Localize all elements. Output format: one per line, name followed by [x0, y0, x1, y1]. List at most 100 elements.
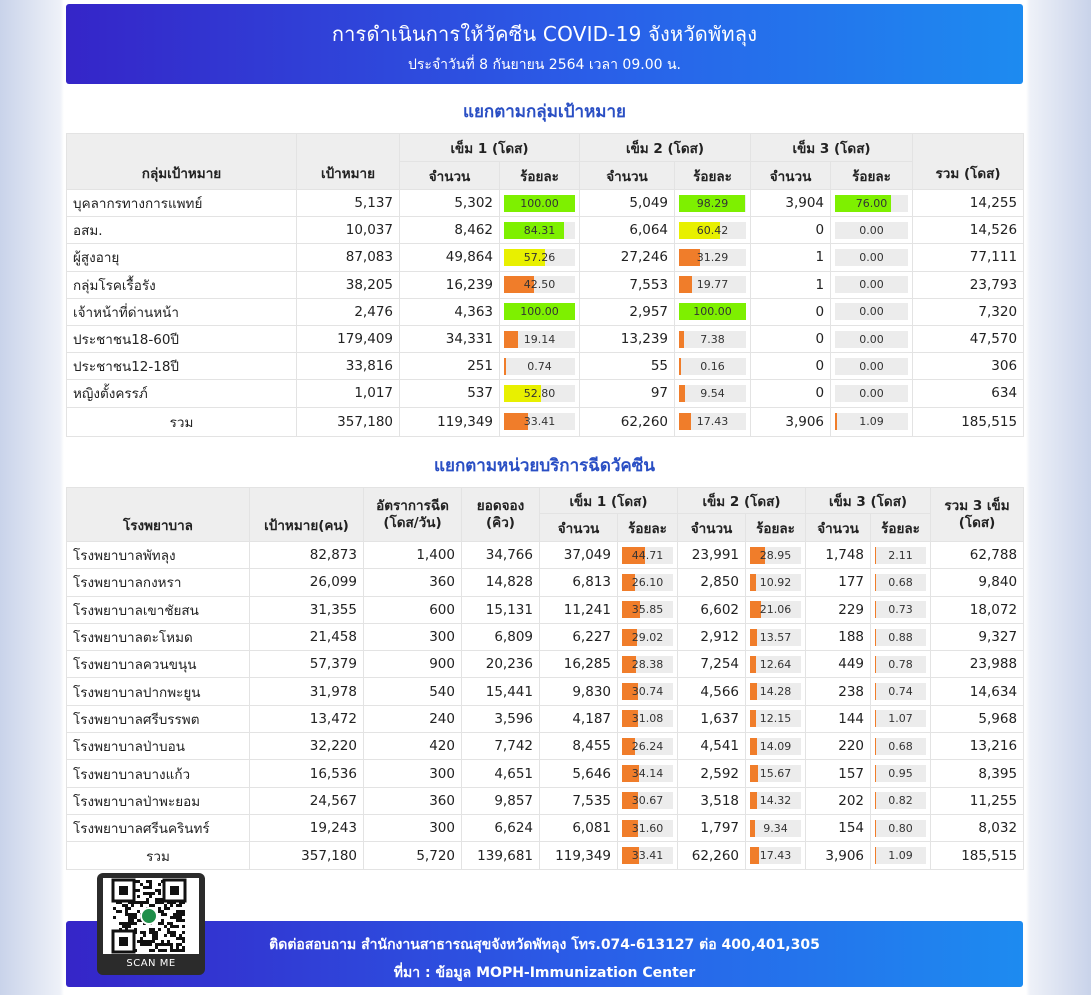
rate-cell: 900	[363, 650, 462, 679]
target-cell: 21,458	[249, 622, 364, 652]
dose3-percent: 76.00	[830, 188, 914, 218]
dose2-percent: 19.77	[674, 270, 752, 299]
dose1-count: 49,864	[399, 243, 500, 272]
dose1-percent: 28.38	[616, 650, 679, 679]
target-cell: 10,037	[296, 216, 400, 245]
percent-value: 100.00	[693, 305, 732, 319]
percent-value: 31.08	[631, 712, 664, 726]
group-name: ประชาชน12-18ปี	[66, 352, 297, 381]
dose1-percent: 31.60	[616, 813, 679, 843]
hospital-name: โรงพยาบาลตะโหมด	[66, 622, 250, 652]
header-dose1: เข็ม 1 (โดส)	[538, 487, 679, 514]
dose3-count: 157	[805, 759, 872, 788]
booking-cell: 34,766	[461, 540, 540, 570]
hospital-name: โรงพยาบาลพัทลุง	[66, 540, 250, 570]
header-percent: ร้อยละ	[870, 513, 932, 542]
percent-bar	[679, 248, 700, 266]
table-row: โรงพยาบาลศรีนครินทร์ 19,243 300 6,624 6,081 3…	[66, 813, 1025, 843]
group-name: ประชาชน18-60ปี	[66, 324, 297, 354]
table-row: ผู้สูงอายุ 87,083 49,864 57.26 27,246 31.29 1 0…	[66, 243, 1025, 272]
percent-bar	[622, 683, 638, 701]
group-name: กลุ่มโรคเรื้อรัง	[66, 270, 297, 299]
percent-bar	[622, 601, 641, 619]
dose2-count: 7,553	[579, 270, 676, 299]
dose1-count: 4,187	[539, 704, 618, 734]
table-row: โรงพยาบาลศรีบรรพต 13,472 240 3,596 4,187 31.0…	[66, 704, 1025, 734]
dose3-count: 0	[750, 324, 832, 354]
dose2-count: 7,254	[677, 650, 747, 679]
dose1-count: 119,349	[539, 841, 618, 871]
dose3-percent: 0.00	[830, 352, 914, 381]
total-cell: 23,793	[912, 270, 1025, 299]
dose3-count: 188	[805, 622, 872, 652]
percent-bar	[750, 847, 759, 865]
percent-value: 9.34	[763, 821, 788, 835]
rate-cell: 540	[363, 677, 462, 706]
percent-value: 21.06	[759, 603, 792, 617]
dose3-count: 3,906	[750, 406, 832, 437]
percent-value: 31.29	[696, 250, 729, 264]
group-table: กลุ่มเป้าหมาย เป้าหมาย เข็ม 1 (โดส) เข็ม…	[66, 133, 1025, 437]
percent-bar	[875, 573, 877, 591]
percent-bar	[504, 357, 506, 375]
percent-value: 19.77	[696, 278, 729, 292]
hospital-name: โรงพยาบาลควนขนุน	[66, 650, 250, 679]
table-row: โรงพยาบาลป่าพะยอม 24,567 360 9,857 7,535 30.6…	[66, 786, 1025, 815]
dose3-count: 0	[750, 352, 832, 381]
dose2-count: 1,637	[677, 704, 747, 734]
qr-code[interactable]: SCAN ME	[97, 873, 205, 975]
header-count: จำนวน	[579, 161, 676, 190]
hospital-name: โรงพยาบาลปากพะยูน	[66, 677, 250, 706]
dose1-count: 119,349	[399, 406, 500, 437]
target-cell: 5,137	[296, 188, 400, 218]
percent-bar	[622, 655, 637, 673]
target-cell: 19,243	[249, 813, 364, 843]
dose2-count: 23,991	[677, 540, 747, 570]
dose2-percent: 14.28	[745, 677, 807, 706]
percent-bar	[504, 221, 564, 239]
header-percent: ร้อยละ	[830, 161, 914, 190]
rate-cell: 1,400	[363, 540, 462, 570]
header-target: เป้าหมาย	[296, 133, 400, 190]
target-cell: 87,083	[296, 243, 400, 272]
total-cell: 62,788	[930, 540, 1025, 570]
dose3-count: 0	[750, 297, 832, 326]
dose1-count: 6,227	[539, 622, 618, 652]
booking-cell: 7,742	[461, 732, 540, 761]
percent-bar	[504, 303, 576, 321]
percent-value: 100.00	[520, 305, 559, 319]
percent-bar	[875, 601, 877, 619]
dose1-percent: 26.10	[616, 568, 679, 597]
percent-value: 33.41	[631, 849, 664, 863]
dose1-percent: 84.31	[498, 216, 581, 245]
dose1-percent: 33.41	[616, 841, 679, 871]
percent-bar	[875, 710, 877, 728]
hospital-name: โรงพยาบาลกงหรา	[66, 568, 250, 597]
dose1-count: 4,363	[399, 297, 500, 326]
percent-value: 13.57	[759, 630, 792, 644]
percent-value: 0.73	[888, 603, 913, 617]
header-count: จำนวน	[399, 161, 500, 190]
dose1-count: 6,081	[539, 813, 618, 843]
qr-code-icon	[111, 878, 187, 954]
total-cell: 8,395	[930, 759, 1025, 788]
dose2-count: 62,260	[677, 841, 747, 871]
hospital-name: รวม	[66, 841, 250, 871]
rate-cell: 5,720	[363, 841, 462, 871]
target-cell: 33,816	[296, 352, 400, 381]
percent-bar	[750, 628, 757, 646]
percent-value: 0.00	[859, 278, 884, 292]
dose3-count: 3,906	[805, 841, 872, 871]
table-row: โรงพยาบาลควนขนุน 57,379 900 20,236 16,285 28.…	[66, 650, 1025, 679]
dose3-percent: 0.00	[830, 270, 914, 299]
dose2-count: 62,260	[579, 406, 676, 437]
dose2-count: 13,239	[579, 324, 676, 354]
dose1-percent: 34.14	[616, 759, 679, 788]
dose1-percent: 52.80	[498, 379, 581, 408]
dose3-percent: 0.68	[870, 732, 932, 761]
table-row: โรงพยาบาลตะโหมด 21,458 300 6,809 6,227 29.02 2…	[66, 622, 1025, 652]
percent-value: 15.67	[759, 767, 792, 781]
target-cell: 26,099	[249, 568, 364, 597]
dose1-count: 537	[399, 379, 500, 408]
dose1-percent: 57.26	[498, 243, 581, 272]
